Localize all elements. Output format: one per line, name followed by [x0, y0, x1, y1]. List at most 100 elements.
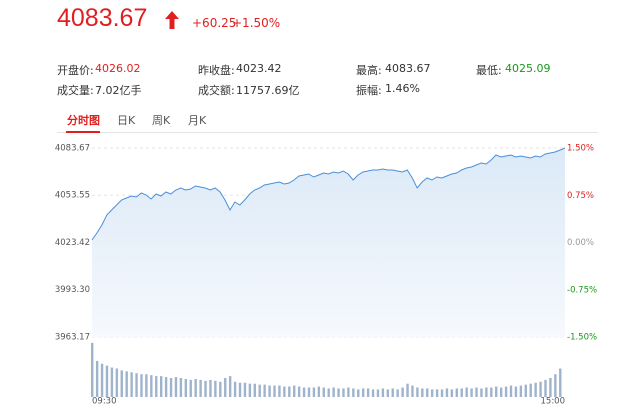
volume-bar: [120, 370, 123, 397]
volume-bar: [125, 371, 128, 397]
volume-bar: [465, 387, 468, 397]
volume-bar: [366, 388, 370, 397]
volume-bar: [480, 388, 483, 397]
volume-bar: [524, 384, 527, 397]
x-tick-label: 15:00: [541, 397, 566, 407]
volume-bar: [283, 386, 286, 397]
stat-label: 成交额:: [198, 84, 235, 97]
volume-bar: [150, 375, 153, 397]
volume-bar: [455, 388, 459, 397]
volume-bar: [485, 387, 488, 397]
tab[interactable]: 分时图: [67, 114, 100, 127]
volume-bar: [228, 376, 232, 397]
volume-bar: [440, 389, 444, 397]
volume-bar: [238, 382, 242, 397]
volume-bar: [273, 385, 276, 397]
volume-bar: [105, 365, 109, 397]
volume-bar: [381, 388, 385, 397]
volume-bar: [544, 379, 547, 397]
volume-bar: [174, 377, 178, 397]
volume-bar: [332, 387, 335, 397]
volume-bar: [130, 372, 133, 397]
volume-bar: [327, 388, 330, 397]
volume-bar: [115, 368, 119, 397]
volume-bar: [504, 386, 508, 397]
volume-bar: [248, 383, 252, 397]
stat-value: 11757.69亿: [236, 84, 300, 97]
y2-tick-label: 1.50%: [567, 144, 594, 154]
volume-bar: [514, 386, 518, 397]
tab-divider: [57, 132, 598, 133]
volume-bar: [204, 380, 207, 397]
volume-bar: [219, 381, 222, 397]
stat-label: 最低:: [476, 64, 502, 77]
stat-label: 昨收盘:: [198, 64, 235, 77]
volume-bar: [159, 376, 163, 397]
stat-value: 4083.67: [385, 62, 431, 75]
y-tick-label: 4083.67: [55, 144, 90, 154]
tab[interactable]: 周K: [152, 114, 171, 127]
volume-bar: [199, 379, 202, 397]
volume-bar: [426, 388, 429, 397]
volume-bar: [347, 387, 350, 397]
volume-bar: [549, 378, 552, 397]
volume-bar: [495, 386, 498, 397]
volume-bar: [509, 385, 513, 397]
volume-bar: [100, 363, 104, 397]
volume-bar: [224, 378, 227, 397]
volume-bar: [559, 368, 562, 397]
change: +60.25: [192, 16, 237, 30]
volume-bar: [214, 380, 217, 397]
volume-bar: [169, 378, 173, 397]
stat-label: 振幅:: [356, 84, 382, 97]
volume-bar: [416, 387, 419, 397]
up-arrow: [165, 11, 179, 29]
y-tick-label: 3963.17: [55, 333, 90, 343]
stat-value: 4025.09: [505, 62, 551, 75]
stat-value: 4026.02: [95, 62, 141, 75]
price: 4083.67: [57, 4, 148, 32]
stat-value: 4023.42: [236, 62, 282, 75]
volume-bar: [529, 383, 532, 397]
tab[interactable]: 月K: [188, 114, 207, 127]
volume-bar: [361, 388, 365, 397]
y-tick-label: 3993.30: [55, 285, 90, 295]
tab[interactable]: 日K: [117, 114, 136, 127]
y-tick-label: 4053.55: [55, 191, 90, 201]
volume-bar: [430, 389, 434, 397]
volume-bar: [357, 389, 360, 397]
y2-tick-label: 0.75%: [567, 191, 594, 201]
y2-tick-label: -1.50%: [567, 333, 597, 343]
volume-bar: [342, 388, 345, 397]
volume-bar: [411, 385, 414, 397]
volume-bar: [554, 374, 557, 397]
volume-bar: [268, 385, 271, 397]
volume-bar: [164, 377, 168, 397]
volume-bar: [450, 389, 454, 397]
volume-bar: [110, 367, 114, 397]
volume-bar: [475, 387, 478, 397]
volume-bar: [406, 383, 409, 397]
volume-bar: [288, 386, 291, 397]
volume-bar: [352, 388, 355, 397]
volume-bar: [386, 389, 390, 397]
volume-bar: [293, 385, 296, 397]
y-tick-label: 4023.42: [55, 238, 90, 248]
stat-value: 7.02亿手: [95, 84, 142, 97]
volume-bar: [233, 381, 237, 397]
volume-bar: [490, 387, 493, 397]
volume-bar: [396, 389, 399, 397]
volume-bar: [445, 388, 449, 397]
volume-bar: [534, 382, 537, 397]
volume-bar: [401, 387, 404, 397]
stat-label: 最高:: [356, 64, 382, 77]
volume-bar: [317, 386, 321, 397]
volume-bar: [253, 383, 256, 397]
volume-bar: [435, 389, 439, 397]
volume-bar: [278, 385, 281, 397]
volume-bar: [91, 342, 94, 397]
volume-bar: [145, 374, 148, 397]
volume-bar: [189, 379, 192, 397]
tab-underline: [66, 131, 100, 133]
